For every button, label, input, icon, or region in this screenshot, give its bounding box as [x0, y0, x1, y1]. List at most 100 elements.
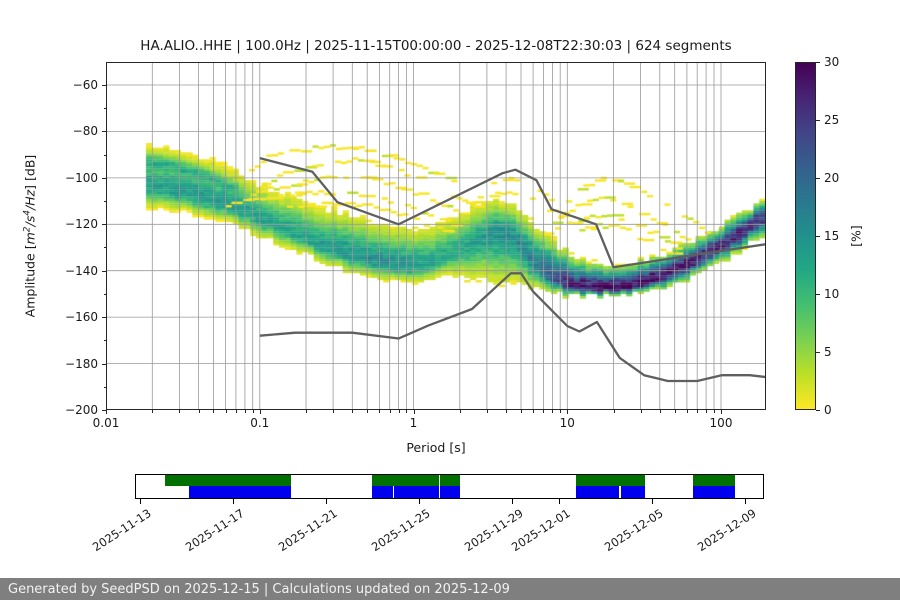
- x-minor-tick-mark: [520, 410, 522, 413]
- timeline-psd-segment: [620, 486, 645, 498]
- colorbar-tick-mark: [816, 120, 820, 121]
- y-axis-label: Amplitude [m2/s4/Hz] [dB]: [22, 155, 37, 318]
- x-minor-tick-mark: [560, 410, 562, 413]
- colorbar-tick-label: 0: [824, 403, 832, 417]
- colorbar-tick-label: 20: [824, 171, 840, 185]
- x-minor-tick-mark: [659, 410, 661, 413]
- colorbar-tick-mark: [816, 236, 820, 237]
- colorbar: [795, 62, 816, 410]
- x-tick-mark: [413, 410, 415, 414]
- x-minor-tick-mark: [486, 410, 488, 413]
- x-minor-tick-mark: [306, 410, 308, 413]
- timeline-data-segment: [576, 475, 645, 486]
- y-minor-tick-mark: [103, 293, 106, 295]
- timeline-data-segment: [164, 475, 291, 486]
- timeline-date-label: 2025-11-17: [183, 506, 247, 555]
- x-tick-label: 1: [409, 416, 418, 430]
- x-tick-mark: [567, 410, 569, 414]
- y-axis-label-part: 4: [22, 210, 33, 216]
- noise-model-high-line: [259, 156, 766, 269]
- grid-lines: [106, 62, 766, 410]
- x-minor-tick-mark: [686, 410, 688, 413]
- x-minor-tick-mark: [533, 410, 535, 413]
- timeline-tick-mark: [233, 499, 235, 504]
- ppsd-heatmap-canvas: [106, 62, 766, 410]
- timeline-data-segment: [371, 475, 439, 486]
- y-tick-mark: [102, 270, 106, 272]
- x-minor-tick-mark: [613, 410, 615, 413]
- y-minor-tick-mark: [103, 386, 106, 388]
- y-tick-label: −60: [72, 78, 98, 92]
- x-minor-tick-mark: [367, 410, 369, 413]
- x-minor-tick-mark: [252, 410, 254, 413]
- x-minor-tick-mark: [213, 410, 215, 413]
- x-minor-tick-mark: [459, 410, 461, 413]
- y-axis-label-part: Amplitude [: [22, 244, 38, 318]
- footer-text: Generated by SeedPSD on 2025-12-15 | Cal…: [8, 581, 510, 597]
- x-tick-mark: [721, 410, 722, 414]
- timeline-tick-mark: [745, 499, 747, 504]
- x-tick-mark: [259, 410, 261, 414]
- y-tick-label: −120: [65, 217, 98, 232]
- y-tick-mark: [102, 131, 106, 133]
- colorbar-tick-label: 25: [824, 113, 840, 127]
- colorbar-tick-mark: [816, 178, 820, 179]
- plot-area-border: [106, 62, 766, 410]
- timeline-tick-mark: [140, 499, 142, 504]
- x-minor-tick-mark: [552, 410, 554, 413]
- colorbar-tick-label: 10: [824, 287, 840, 301]
- x-minor-tick-mark: [506, 410, 508, 413]
- y-minor-tick-mark: [103, 340, 106, 342]
- y-tick-mark: [102, 224, 106, 226]
- colorbar-tick-mark: [816, 352, 820, 353]
- x-minor-tick-mark: [640, 410, 642, 413]
- y-minor-tick-mark: [103, 247, 106, 249]
- timeline-date-label: 2025-12-09: [695, 506, 759, 555]
- timeline-date-label: 2025-11-25: [369, 506, 433, 555]
- footer-bar: Generated by SeedPSD on 2025-12-15 | Cal…: [0, 578, 900, 600]
- y-tick-label: −100: [65, 170, 98, 185]
- timeline-availability-box: [135, 474, 764, 499]
- timeline-psd-segment: [393, 486, 439, 498]
- chart-title: HA.ALIO..HHE | 100.0Hz | 2025-11-15T00:0…: [140, 38, 732, 54]
- x-minor-tick-mark: [225, 410, 227, 413]
- x-minor-tick-mark: [389, 410, 391, 413]
- colorbar-tick-label: 30: [824, 55, 840, 69]
- timeline-tick-mark: [652, 499, 654, 504]
- timeline-psd-segment: [576, 486, 620, 498]
- colorbar-tick-mark: [816, 410, 820, 411]
- y-tick-mark: [102, 317, 106, 319]
- y-axis-label-part: ] [dB]: [22, 154, 38, 190]
- timeline-date-label: 2025-11-13: [89, 506, 154, 555]
- grid-and-noise-models: [106, 62, 766, 410]
- y-axis-label-part: m: [22, 232, 38, 245]
- y-tick-label: −180: [65, 356, 98, 371]
- timeline-psd-segment: [371, 486, 393, 498]
- y-tick-label: −160: [65, 310, 98, 325]
- x-tick-label: 0.1: [250, 416, 270, 430]
- colorbar-tick-label: 15: [824, 229, 840, 243]
- timeline-tick-mark: [419, 499, 421, 504]
- y-tick-mark: [102, 410, 106, 411]
- colorbar-tick-mark: [816, 294, 820, 295]
- timeline-data-segment: [692, 475, 735, 486]
- x-tick-label: 10: [559, 416, 575, 430]
- x-tick-label: 100: [709, 416, 733, 430]
- timeline-tick-mark: [326, 499, 328, 504]
- y-tick-label: −80: [72, 124, 98, 139]
- x-minor-tick-mark: [697, 410, 699, 413]
- x-minor-tick-mark: [713, 410, 715, 413]
- x-minor-tick-mark: [235, 410, 237, 413]
- colorbar-tick-mark: [816, 62, 820, 63]
- y-axis-label-part: /Hz: [22, 189, 38, 210]
- colorbar-label: [%]: [848, 225, 864, 247]
- x-minor-tick-mark: [333, 410, 335, 413]
- x-minor-tick-mark: [152, 410, 154, 413]
- x-minor-tick-mark: [674, 410, 676, 413]
- x-minor-tick-mark: [706, 410, 708, 413]
- y-minor-tick-mark: [103, 154, 106, 156]
- timeline-date-label: 2025-11-21: [276, 506, 340, 555]
- x-axis-label: Period [s]: [406, 440, 466, 455]
- y-tick-mark: [102, 85, 106, 86]
